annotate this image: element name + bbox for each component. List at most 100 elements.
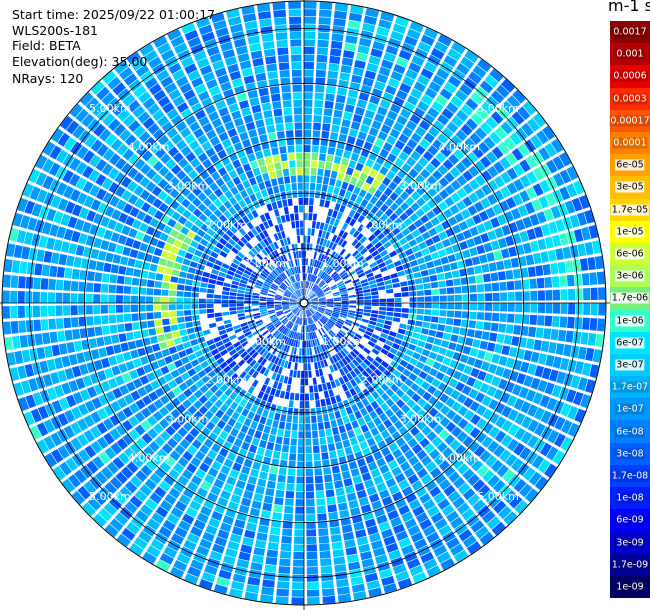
scan-ray <box>304 303 455 571</box>
scan-ray <box>304 303 565 465</box>
scan-ray <box>304 68 504 303</box>
scan-ray <box>6 303 304 366</box>
scan-ray <box>213 303 304 595</box>
scan-ray <box>2 290 304 303</box>
colorbar-tick-label: 0.0001 <box>612 137 648 149</box>
scan-ray <box>102 70 304 303</box>
colorbar-tick-label: 6e-08 <box>615 426 645 438</box>
range-ring <box>138 137 470 469</box>
scan-ray <box>184 303 304 585</box>
range-ring-label: 5.00km <box>477 102 519 115</box>
scan-ray <box>82 303 304 517</box>
scan-ray <box>114 61 304 303</box>
scan-ray <box>318 255 604 302</box>
colorbar-cell <box>610 131 650 155</box>
scan-ray <box>36 303 304 454</box>
scan-data-layer <box>2 1 606 605</box>
colorbar-tick-label: 6e-09 <box>615 514 645 526</box>
colorbar-cell <box>610 553 650 577</box>
scan-ray <box>51 128 298 299</box>
scan-ray <box>13 303 304 397</box>
range-ring-label: 4.00km <box>439 451 481 464</box>
scan-ray <box>304 101 537 303</box>
range-ring-label: 1.00km <box>322 257 364 270</box>
scan-ray <box>71 303 304 505</box>
scan-ray <box>304 79 515 303</box>
scan-ray <box>80 92 304 303</box>
scan-ray <box>291 303 304 605</box>
colorbar-tick-label: 1.7e-06 <box>610 292 650 304</box>
colorbar-tick-label: 0.0017 <box>612 26 648 38</box>
colorbar-tick-label: 3e-06 <box>615 270 645 282</box>
scan-ray <box>93 303 304 527</box>
scan-ray <box>69 103 304 303</box>
colorbar-cell <box>610 442 650 466</box>
colorbar-cell <box>610 43 650 66</box>
colorbar-tick-label: 6e-07 <box>615 337 645 349</box>
scan-ray <box>142 303 304 564</box>
scan-ray <box>18 303 304 411</box>
scan-ray <box>309 308 528 514</box>
scan-ray <box>304 303 580 437</box>
scan-ray <box>12 212 297 301</box>
range-ring <box>193 192 415 414</box>
scan-ray <box>304 303 336 604</box>
scan-ray <box>308 308 506 536</box>
range-ring-label: 4.00km <box>439 141 481 154</box>
scan-ray <box>23 303 304 426</box>
scan-ray <box>170 303 304 579</box>
scan-ray <box>17 197 304 303</box>
scan-ray <box>304 209 595 303</box>
colorbar-cell <box>610 531 650 555</box>
scan-ray <box>304 138 564 303</box>
scan-ray <box>304 303 548 491</box>
scan-ray <box>260 303 304 603</box>
scan-ray <box>9 228 304 303</box>
elevation-label: Elevation(deg): 35.00 <box>12 54 148 69</box>
scan-ray <box>304 225 599 303</box>
colorbar-cell <box>610 464 650 488</box>
range-ring <box>248 247 360 359</box>
scan-ray <box>304 303 606 316</box>
range-ring-label: 5.00km <box>89 102 131 115</box>
scan-ray <box>304 303 604 347</box>
scan-ray <box>304 113 546 303</box>
scan-ray <box>304 303 602 363</box>
colorbar-tick-label: 0.00017 <box>609 115 650 127</box>
scan-ray <box>241 5 304 303</box>
range-ring-label: 2.00km <box>361 218 403 231</box>
scan-ray <box>304 287 606 303</box>
scan-ray <box>3 274 304 303</box>
range-ring-label: 1.00km <box>322 335 364 348</box>
scan-ray <box>304 50 479 303</box>
scan-ray <box>139 43 301 297</box>
scan-ray <box>304 303 591 409</box>
scan-ray <box>304 27 438 303</box>
colorbar-tick-label: 1e-06 <box>615 315 645 327</box>
scan-ray <box>2 303 304 319</box>
nrays-label: NRays: 120 <box>12 71 84 86</box>
scan-ray <box>3 303 297 335</box>
scan-ray <box>304 303 586 423</box>
range-ring-label: 1.00km <box>244 257 286 270</box>
scan-ray <box>306 310 398 594</box>
range-ring-label: 2.00km <box>206 218 248 231</box>
scan-ray <box>156 303 304 572</box>
scan-ray <box>304 303 482 554</box>
radar-site-marker <box>299 298 309 308</box>
scan-ray <box>35 155 298 300</box>
colorbar-tick-label: 1.7e-07 <box>610 381 650 393</box>
scan-boundary <box>1 0 607 606</box>
scan-ray <box>126 52 304 303</box>
colorbar-cell <box>610 575 650 599</box>
scan-ray <box>62 303 304 493</box>
scan-ray <box>304 89 526 303</box>
scan-ray <box>304 180 585 303</box>
colorbar-tick-label: 1e-05 <box>615 226 645 238</box>
scan-ray <box>275 325 303 604</box>
colorbar-tick-label: 0.0003 <box>612 93 648 105</box>
scan-ray <box>304 303 441 577</box>
range-ring-label: 3.00km <box>167 180 209 193</box>
colorbar-tick-label: 3e-09 <box>615 537 645 549</box>
scan-ray <box>244 303 304 601</box>
